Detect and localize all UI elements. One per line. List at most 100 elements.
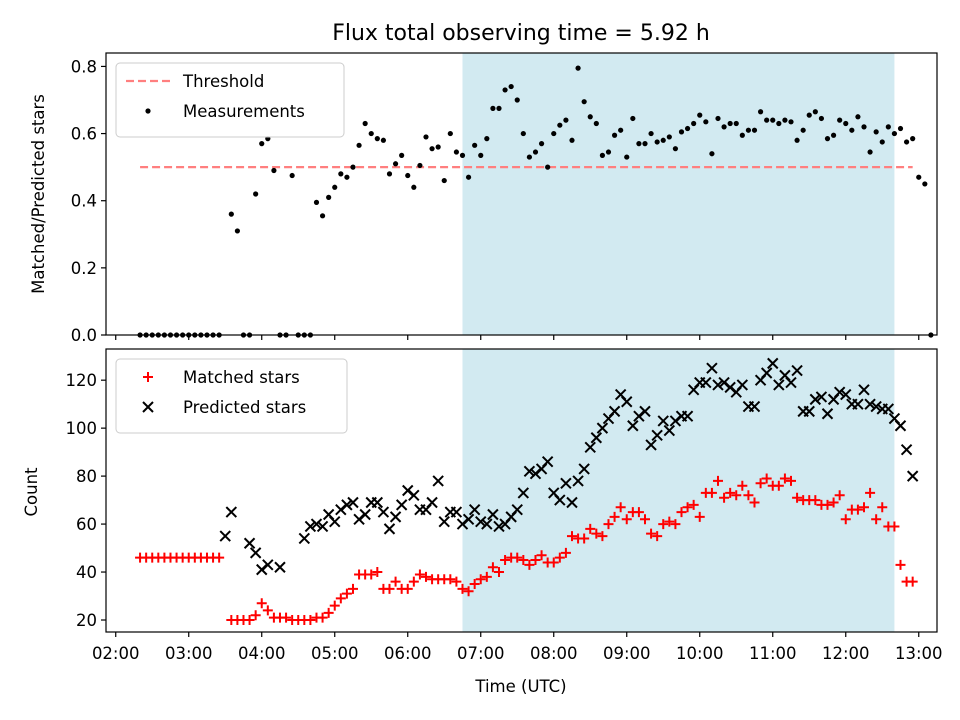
matched-star-point bbox=[840, 514, 851, 525]
predicted-star-point bbox=[310, 518, 323, 530]
matched-star-point bbox=[500, 555, 511, 566]
measurement-point bbox=[386, 171, 393, 177]
predicted-star-point bbox=[852, 398, 864, 410]
measurement-point bbox=[496, 105, 502, 111]
predicted-star-point bbox=[627, 420, 639, 432]
axes-frame bbox=[105, 348, 938, 633]
matched-star-point bbox=[658, 519, 669, 530]
predicted-star-point bbox=[773, 379, 785, 391]
matched-star-point bbox=[670, 519, 681, 530]
predicted-star-point bbox=[894, 420, 907, 432]
measurement-point bbox=[727, 120, 733, 127]
matched-star-point bbox=[560, 547, 571, 558]
predicted-star-point bbox=[803, 405, 815, 418]
measurement-point bbox=[392, 161, 399, 167]
measurement-point bbox=[867, 149, 873, 155]
matched-star-point bbox=[737, 480, 748, 491]
predicted-star-point bbox=[785, 376, 797, 389]
chart-title: Flux total observing time = 5.92 h bbox=[332, 21, 710, 46]
measurement-point bbox=[618, 127, 624, 133]
matched-star-point bbox=[347, 583, 358, 594]
matched-star-point bbox=[834, 490, 845, 501]
predicted-star-point bbox=[517, 487, 530, 499]
measurement-point bbox=[642, 141, 648, 147]
measurement-point bbox=[332, 184, 338, 190]
matched-star-point bbox=[250, 610, 261, 621]
predicted-star-point bbox=[821, 408, 834, 420]
matched-star-point bbox=[420, 571, 431, 582]
predicted-star-point bbox=[554, 494, 566, 506]
matched-star-point bbox=[585, 523, 596, 534]
measurement-point bbox=[551, 130, 557, 137]
y-tick-label: 0.8 bbox=[71, 57, 97, 76]
measurement-point bbox=[770, 117, 776, 123]
matched-star-point bbox=[487, 562, 498, 573]
matched-star-point bbox=[810, 495, 821, 506]
matched-star-point bbox=[621, 514, 632, 525]
matched-star-point bbox=[597, 531, 608, 542]
matched-star-point bbox=[341, 588, 352, 599]
predicted-star-point bbox=[395, 499, 408, 511]
predicted-star-point bbox=[383, 523, 396, 535]
measurement-point bbox=[721, 124, 727, 130]
predicted-star-point bbox=[341, 499, 353, 511]
matched-star-point bbox=[731, 490, 742, 501]
legend-label: Measurements bbox=[183, 102, 305, 121]
measurement-point bbox=[818, 115, 825, 122]
matched-star-point bbox=[512, 552, 523, 563]
matched-star-point bbox=[451, 576, 462, 587]
predicted-star-point bbox=[408, 489, 420, 502]
measurement-point bbox=[441, 177, 447, 184]
measurement-point bbox=[599, 152, 606, 158]
matched-star-point bbox=[402, 583, 413, 594]
matched-star-point bbox=[652, 531, 663, 542]
measurement-point bbox=[465, 174, 472, 180]
matched-star-point bbox=[719, 492, 730, 503]
predicted-star-point bbox=[706, 362, 718, 374]
matched-star-point bbox=[445, 574, 456, 585]
predicted-star-point bbox=[736, 379, 749, 391]
matched-star-point bbox=[493, 567, 504, 578]
measurement-point bbox=[453, 149, 460, 155]
matched-star-point bbox=[895, 559, 906, 570]
predicted-star-point bbox=[468, 503, 481, 516]
matched-star-point bbox=[305, 615, 316, 626]
x-tick-label: 05:00 bbox=[311, 644, 359, 663]
predicted-star-point bbox=[767, 357, 779, 370]
legend-matched-swatch bbox=[143, 372, 153, 382]
predicted-star-point bbox=[870, 400, 882, 413]
matched-star-point bbox=[317, 612, 328, 623]
predicted-star-point bbox=[578, 463, 590, 475]
matched-star-point bbox=[469, 579, 480, 590]
matched-star-point bbox=[682, 502, 693, 513]
measurement-point bbox=[289, 172, 295, 179]
measurement-point bbox=[532, 149, 539, 155]
y-tick-label: 0.2 bbox=[71, 259, 97, 278]
matched-star-point bbox=[329, 600, 340, 611]
measurement-point bbox=[788, 119, 794, 125]
matched-star-point bbox=[536, 550, 547, 561]
predicted-star-point bbox=[566, 496, 578, 509]
measurement-point bbox=[605, 149, 612, 155]
predicted-star-point bbox=[700, 376, 712, 389]
measurement-point bbox=[459, 152, 466, 158]
measurement-point bbox=[478, 152, 484, 158]
measurement-point bbox=[581, 99, 587, 105]
measurement-point bbox=[764, 117, 770, 123]
predicted-star-point bbox=[663, 424, 676, 437]
predicted-star-point bbox=[621, 396, 633, 408]
measurement-point bbox=[411, 184, 417, 190]
measurement-point bbox=[891, 130, 898, 137]
predicted-star-point bbox=[864, 398, 876, 410]
matched-star-point bbox=[408, 576, 419, 587]
measurement-point bbox=[423, 134, 429, 140]
legend-predicted-swatch bbox=[142, 401, 154, 413]
x-tick-label: 02:00 bbox=[92, 644, 140, 663]
matched-star-point bbox=[609, 511, 620, 522]
measurement-point bbox=[344, 174, 350, 180]
matched-star-point bbox=[749, 497, 760, 508]
matched-star-point bbox=[706, 487, 717, 498]
predicted-star-point bbox=[249, 547, 262, 559]
matched-star-point bbox=[865, 487, 876, 498]
predicted-star-point bbox=[882, 403, 895, 415]
